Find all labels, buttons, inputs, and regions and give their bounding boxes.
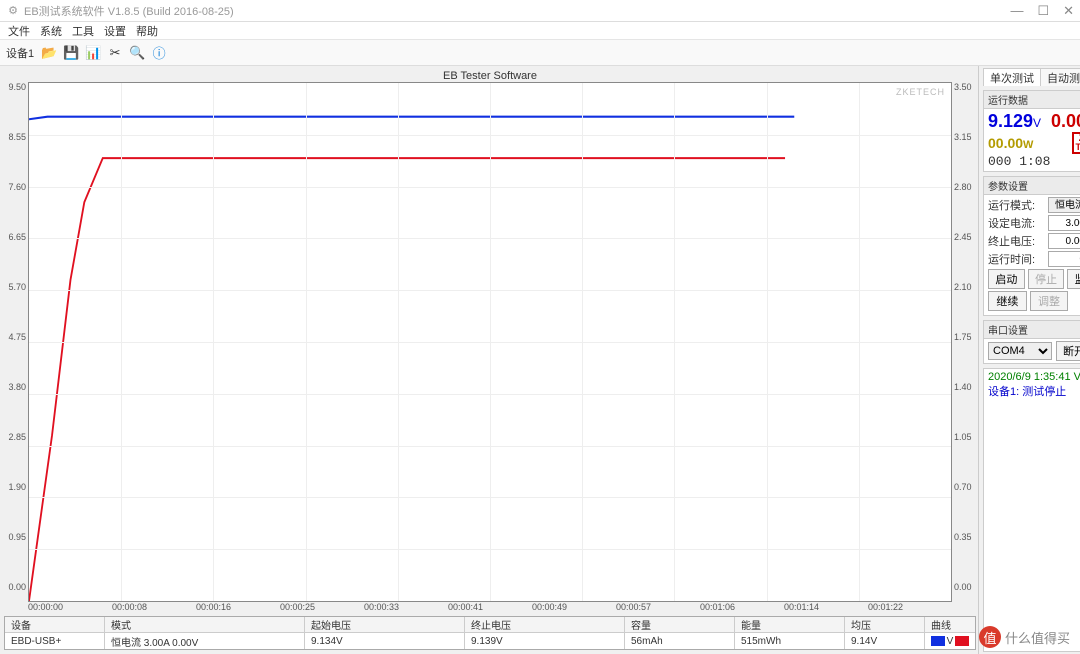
mode-select[interactable]: 恒电流 [1048, 197, 1080, 213]
tab-auto[interactable]: 自动测试 [1040, 68, 1080, 86]
info-icon[interactable]: ⓘ [150, 44, 168, 62]
monitor-button[interactable]: 监测 [1067, 269, 1080, 289]
menubar: 文件 系统 工具 设置 帮助 [0, 22, 1080, 40]
td-mode: 恒电流 3.00A 0.00V [105, 633, 305, 649]
params-panel: 参数设置 运行模式: 恒电流 设定电流: A 终止电压: V 运行时间: 分 [983, 176, 1080, 316]
chart-area: EB Tester Software 9.508.557.606.655.704… [0, 66, 978, 654]
readout-power-row: 00.00W ZKETECH [988, 132, 1080, 154]
cut-icon[interactable]: ✂ [106, 44, 124, 62]
readout-current: 0.000 [1051, 111, 1080, 131]
chart-plot[interactable]: ZKETECH [28, 82, 952, 602]
chart-title: EB Tester Software [4, 68, 976, 82]
th-energy: 能量 [735, 617, 845, 632]
swatch-red [955, 636, 969, 646]
start-button[interactable]: 启动 [988, 269, 1025, 289]
titlebar: ⚙ EB测试系统软件 V1.8.5 (Build 2016-08-25) — ☐… [0, 0, 1080, 22]
menu-system[interactable]: 系统 [40, 23, 62, 39]
runtime-panel: 运行数据 9.129V 0.000A 00.00W ZKETECH 000 1:… [983, 90, 1080, 172]
set-current-label: 设定电流: [988, 215, 1044, 231]
th-capacity: 容量 [625, 617, 735, 632]
logo-icon: ZKETECH [1072, 132, 1080, 154]
menu-file[interactable]: 文件 [8, 23, 30, 39]
td-energy: 515mWh [735, 633, 845, 649]
set-current-input[interactable] [1048, 215, 1080, 231]
td-endv: 9.139V [465, 633, 625, 649]
th-device: 设备 [5, 617, 105, 632]
stop-button[interactable]: 停止 [1028, 269, 1065, 289]
td-device: EBD-USB+ [5, 633, 105, 649]
page-watermark: 值 什么值得买 [979, 626, 1070, 648]
th-startv: 起始电压 [305, 617, 465, 632]
side-tabs: 单次测试 自动测试 [983, 68, 1080, 86]
y-axis-right: 3.503.152.802.452.101.751.401.050.700.35… [952, 82, 976, 602]
x-axis: 00:00:0000:00:0800:00:1600:00:2500:00:33… [4, 602, 976, 612]
search-icon[interactable]: 🔍 [128, 44, 146, 62]
menu-help[interactable]: 帮助 [136, 23, 158, 39]
swatch-blue [931, 636, 945, 646]
menu-tools[interactable]: 工具 [72, 23, 94, 39]
maximize-button[interactable]: ☐ [1037, 3, 1049, 19]
readout-time: 000 1:08 [988, 154, 1080, 169]
data-table: 设备 模式 起始电压 终止电压 容量 能量 均压 曲线 EBD-USB+ 恒电流… [4, 616, 976, 650]
th-curve: 曲线 [925, 617, 975, 632]
toolbar: 设备1 📂 💾 📊 ✂ 🔍 ⓘ [0, 40, 1080, 66]
th-avgv: 均压 [845, 617, 925, 632]
runtime-label: 运行时间: [988, 251, 1044, 267]
td-capacity: 56mAh [625, 633, 735, 649]
minimize-button[interactable]: — [1010, 3, 1023, 19]
side-panel: 单次测试 自动测试 运行数据 9.129V 0.000A 00.00W ZKET… [978, 66, 1080, 654]
save-icon[interactable]: 💾 [62, 44, 80, 62]
log-panel: 2020/6/9 1:35:41 V3.20 设备1: 测试停止 [983, 368, 1080, 652]
y-axis-left: 9.508.557.606.655.704.753.802.851.900.95… [4, 82, 28, 602]
watermark-icon: 值 [979, 626, 1001, 648]
continue-button[interactable]: 继续 [988, 291, 1027, 311]
mode-label: 运行模式: [988, 197, 1044, 213]
serial-title: 串口设置 [984, 321, 1080, 339]
table-header-row: 设备 模式 起始电压 终止电压 容量 能量 均压 曲线 [5, 617, 975, 633]
readout-va: 9.129V 0.000A [988, 111, 1080, 132]
log-timestamp: 2020/6/9 1:35:41 V3.20 [988, 371, 1080, 383]
log-message: 设备1: 测试停止 [988, 383, 1080, 399]
device-label: 设备1 [6, 45, 34, 61]
menu-settings[interactable]: 设置 [104, 23, 126, 39]
readout-power: 00.00 [988, 135, 1023, 151]
params-title: 参数设置 [984, 177, 1080, 195]
serial-port-select[interactable]: COM4 [988, 342, 1052, 360]
th-endv: 终止电压 [465, 617, 625, 632]
table-row[interactable]: EBD-USB+ 恒电流 3.00A 0.00V 9.134V 9.139V 5… [5, 633, 975, 649]
th-mode: 模式 [105, 617, 305, 632]
adjust-button[interactable]: 调整 [1030, 291, 1069, 311]
chart-icon[interactable]: 📊 [84, 44, 102, 62]
stop-v-input[interactable] [1048, 233, 1080, 249]
td-avgv: 9.14V [845, 633, 925, 649]
tab-single[interactable]: 单次测试 [983, 68, 1041, 86]
open-icon[interactable]: 📂 [40, 44, 58, 62]
stop-v-label: 终止电压: [988, 233, 1044, 249]
close-button[interactable]: ✕ [1063, 3, 1074, 19]
app-icon: ⚙ [6, 4, 20, 18]
td-startv: 9.134V [305, 633, 465, 649]
runtime-input[interactable] [1048, 251, 1080, 267]
disconnect-button[interactable]: 断开 [1056, 341, 1080, 361]
serial-panel: 串口设置 COM4 断开 [983, 320, 1080, 364]
td-curve: V [925, 633, 975, 649]
readout-voltage: 9.129 [988, 111, 1033, 131]
window-title: EB测试系统软件 V1.8.5 (Build 2016-08-25) [24, 3, 1010, 19]
runtime-title: 运行数据 [984, 91, 1080, 109]
